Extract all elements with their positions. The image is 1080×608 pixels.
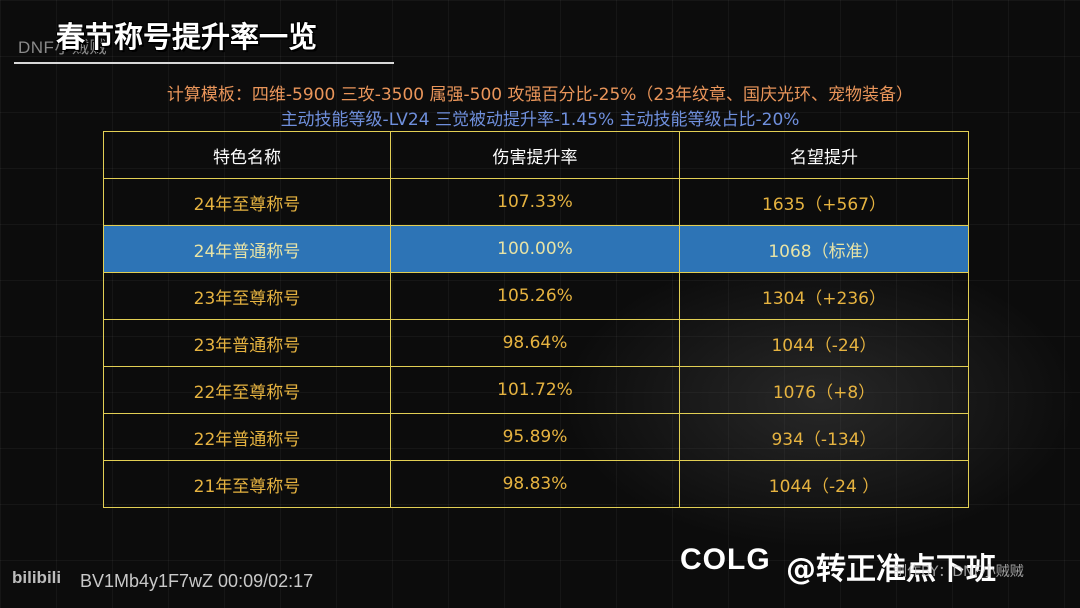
- table-row: 23年至尊称号 105.26% 1304（+236）: [103, 272, 969, 320]
- template-description: 计算模板：四维-5900 三攻-3500 属强-500 攻强百分比-25%（23…: [166, 85, 914, 105]
- cell-title-name: 23年至尊称号: [103, 272, 391, 320]
- title-underline: [14, 62, 394, 64]
- video-code-timestamp: BV1Mb4y1F7wZ 00:09/02:17: [80, 571, 314, 591]
- top-watermark: DNF小贼贼: [18, 38, 107, 57]
- cell-title-name: 24年至尊称号: [103, 178, 391, 226]
- cell-fame: 1635（+567）: [679, 178, 969, 226]
- cell-title-name: 21年至尊称号: [103, 460, 391, 508]
- cell-fame: 1044（-24 ）: [679, 460, 969, 508]
- cell-fame: 1076（+8）: [679, 366, 969, 414]
- cell-fame: 934（-134）: [679, 413, 969, 461]
- table-row: 21年至尊称号 98.83% 1044（-24 ）: [103, 460, 969, 508]
- cell-title-name: 24年普通称号: [103, 225, 391, 273]
- table-header-row: 特色名称 伤害提升率 名望提升: [103, 131, 969, 179]
- table-row-highlighted: 24年普通称号 100.00% 1068（标准）: [103, 225, 969, 273]
- cell-damage-rate: 95.89%: [390, 413, 680, 461]
- cell-damage-rate: 101.72%: [390, 366, 680, 414]
- table-row: 23年普通称号 98.64% 1044（-24）: [103, 319, 969, 367]
- header-fame-gain: 名望提升: [679, 131, 969, 179]
- uploader-name: @转正准点下班: [786, 552, 996, 587]
- header-title-name: 特色名称: [103, 131, 391, 179]
- cell-title-name: 22年至尊称号: [103, 366, 391, 414]
- bilibili-logo: bilibili: [12, 568, 62, 587]
- page-title: 春节称号提升率一览: [56, 20, 318, 54]
- cell-title-name: 23年普通称号: [103, 319, 391, 367]
- title-comparison-table: 特色名称 伤害提升率 名望提升 24年至尊称号 107.33% 1635（+56…: [103, 131, 969, 508]
- header-damage-rate: 伤害提升率: [390, 131, 680, 179]
- maker-credit: 制作BY：DNF小贼贼: [893, 564, 1024, 580]
- table-row: 24年至尊称号 107.33% 1635（+567）: [103, 178, 969, 226]
- cell-fame: 1304（+236）: [679, 272, 969, 320]
- cell-damage-rate: 98.83%: [390, 460, 680, 508]
- cell-damage-rate: 98.64%: [390, 319, 680, 367]
- skill-description: 主动技能等级-LV24 三觉被动提升率-1.45% 主动技能等级占比-20%: [280, 110, 800, 130]
- colg-logo: COLG: [680, 543, 771, 576]
- table-row: 22年至尊称号 101.72% 1076（+8）: [103, 366, 969, 414]
- cell-damage-rate: 105.26%: [390, 272, 680, 320]
- cell-title-name: 22年普通称号: [103, 413, 391, 461]
- cell-fame: 1044（-24）: [679, 319, 969, 367]
- cell-damage-rate: 100.00%: [390, 225, 680, 273]
- table-row: 22年普通称号 95.89% 934（-134）: [103, 413, 969, 461]
- cell-damage-rate: 107.33%: [390, 178, 680, 226]
- cell-fame: 1068（标准）: [679, 225, 969, 273]
